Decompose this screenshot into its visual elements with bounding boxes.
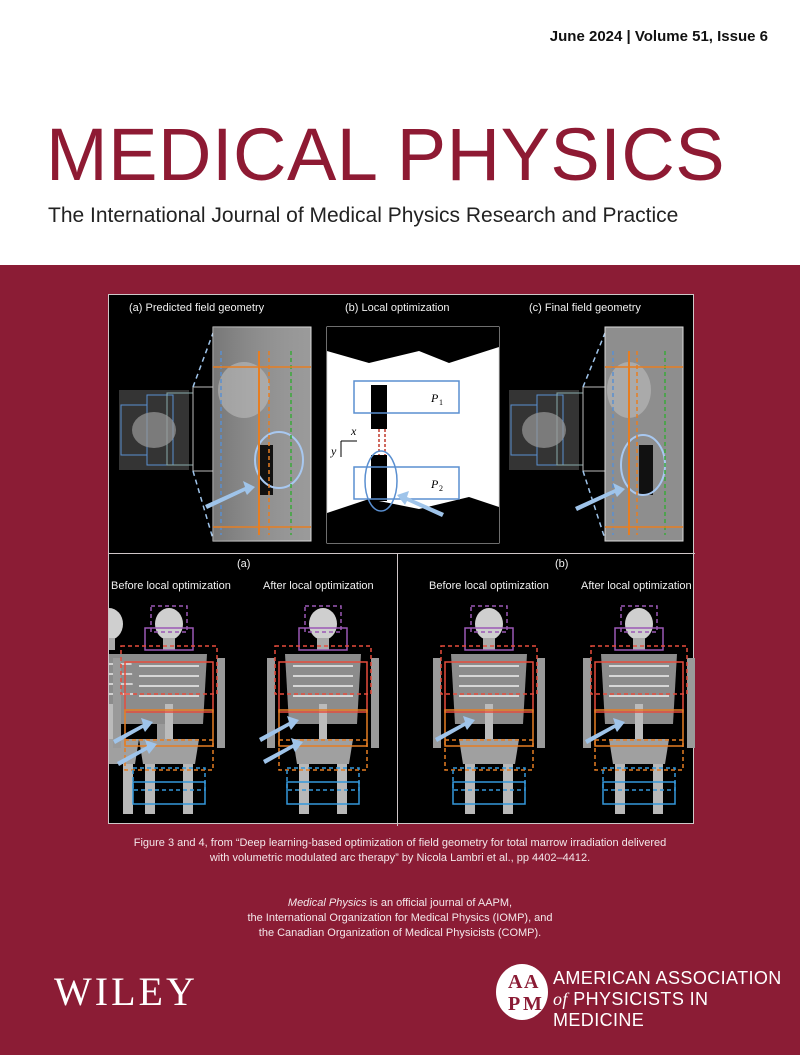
caption-line-1: Figure 3 and 4, from “Deep learning-base…	[133, 837, 667, 849]
figure-bottom-skeletons	[112, 605, 695, 815]
x-axis-label: x	[350, 424, 357, 438]
issue-info: June 2024 | Volume 51, Issue 6	[549, 28, 768, 45]
svg-text:A: A	[508, 971, 523, 993]
bottom-divider	[397, 554, 398, 826]
journal-statement: Medical Physics is an official journal o…	[180, 896, 620, 941]
p2-label: P	[430, 477, 439, 491]
p1-subscript: 1	[439, 398, 443, 407]
bottom-a-after-label: After local optimization	[263, 580, 374, 592]
svg-text:P: P	[508, 993, 520, 1015]
aapm-name-line-2: PHYSICISTS IN MEDICINE	[553, 989, 709, 1030]
figure-bottom-row: (a) Before local optimization After loca…	[109, 553, 695, 826]
statement-line-2: the International Organization for Medic…	[247, 912, 553, 924]
aapm-logo-icon: A A P M	[496, 964, 548, 1020]
figure-top-graphics: P 1 P 2 x y	[119, 326, 684, 544]
panel-b-image	[326, 326, 500, 544]
aapm-name-of: of	[553, 989, 568, 1009]
panel-c-thumbnail	[509, 332, 606, 540]
aapm-name: AMERICAN ASSOCIATION of PHYSICISTS IN ME…	[553, 968, 800, 1031]
panel-c-label: (c) Final field geometry	[529, 302, 641, 314]
panel-a-zoom	[205, 326, 312, 542]
p2-subscript: 2	[439, 484, 443, 493]
panel-c-zoom	[575, 326, 684, 542]
cover-figure: (a) Predicted field geometry (b) Local o…	[108, 294, 695, 826]
panel-b-label: (b) Local optimization	[345, 302, 450, 314]
bottom-b-after-label: After local optimization	[581, 580, 692, 592]
p1-label: P	[430, 391, 439, 405]
figure-caption: Figure 3 and 4, from “Deep learning-base…	[60, 836, 740, 866]
statement-line-1: is an official journal of AAPM,	[366, 897, 513, 909]
aapm-name-line-1: AMERICAN ASSOCIATION	[553, 968, 782, 988]
statement-journal-name: Medical Physics	[287, 897, 367, 909]
bottom-b-label: (b)	[555, 558, 569, 570]
svg-text:A: A	[524, 971, 539, 993]
bottom-a-label: (a)	[237, 558, 251, 570]
bottom-a-before-label: Before local optimization	[111, 580, 231, 592]
panel-a-label: (a) Predicted field geometry	[129, 302, 265, 314]
svg-text:M: M	[523, 993, 542, 1015]
wiley-logo: WILEY	[54, 969, 198, 1014]
figure-top-row: (a) Predicted field geometry (b) Local o…	[109, 295, 695, 553]
caption-line-2: with volumetric modulated arc therapy” b…	[209, 852, 591, 864]
y-axis-label: y	[330, 444, 337, 458]
journal-title: MEDICAL PHYSICS	[46, 113, 726, 196]
journal-subtitle: The International Journal of Medical Phy…	[48, 204, 679, 227]
panel-a-thumbnail	[119, 332, 216, 540]
bottom-b-before-label: Before local optimization	[429, 580, 549, 592]
statement-line-3: the Canadian Organization of Medical Phy…	[258, 927, 542, 939]
